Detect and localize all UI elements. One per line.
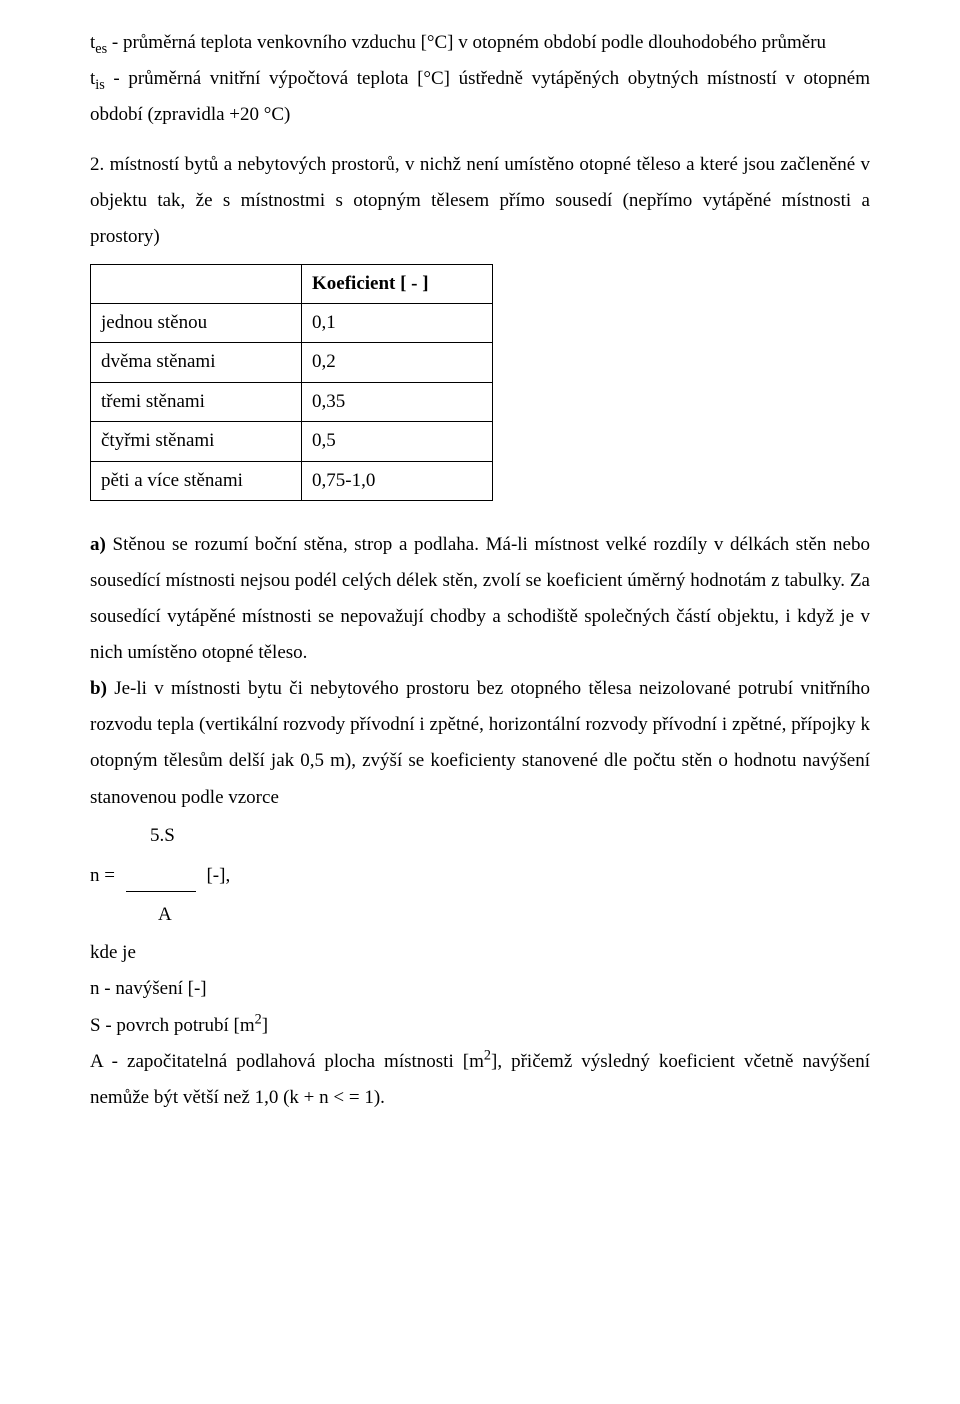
row-value: 0,35 (302, 382, 493, 421)
row-value: 0,2 (302, 343, 493, 382)
formula-lhs: n = (90, 865, 115, 886)
where-S-post: ] (262, 1015, 268, 1036)
row-label: pěti a více stěnami (91, 461, 302, 500)
note-b-lead: b) (90, 678, 107, 699)
formula-block: 5.S n = [-], A (90, 816, 870, 936)
where-n: n - navýšení [-] (90, 971, 870, 1007)
fraction-bar (126, 891, 196, 892)
row-label: jednou stěnou (91, 303, 302, 342)
tis-subscript: is (95, 77, 105, 93)
formula-mid-line: n = [-], (90, 856, 870, 896)
table-row: dvěma stěnami 0,2 (91, 343, 493, 382)
tis-text: - průměrná vnitřní výpočtová teplota [°C… (90, 68, 870, 125)
where-A: A - započitatelná podlahová plocha místn… (90, 1044, 870, 1116)
table-row: jednou stěnou 0,1 (91, 303, 493, 342)
row-label: třemi stěnami (91, 382, 302, 421)
formula-numerator-line: 5.S (140, 816, 870, 856)
formula-denominator-line: A (140, 895, 870, 935)
note-a-lead: a) (90, 534, 106, 555)
header-coefficient: Koeficient [ - ] (302, 264, 493, 303)
tes-text: - průměrná teplota venkovního vzduchu [°… (107, 32, 826, 53)
formula-numerator: 5.S (150, 825, 175, 846)
definition-tis: tis - průměrná vnitřní výpočtová teplota… (90, 61, 870, 133)
table-row: čtyřmi stěnami 0,5 (91, 422, 493, 461)
where-A-pre: A - započitatelná podlahová plocha místn… (90, 1051, 484, 1072)
row-value: 0,1 (302, 303, 493, 342)
where-S: S - povrch potrubí [m2] (90, 1008, 870, 1044)
note-a: a) Stěnou se rozumí boční stěna, strop a… (90, 527, 870, 671)
row-value: 0,5 (302, 422, 493, 461)
where-label: kde je (90, 935, 870, 971)
coefficient-table: Koeficient [ - ] jednou stěnou 0,1 dvěma… (90, 264, 493, 501)
header-empty (91, 264, 302, 303)
note-b: b) Je-li v místnosti bytu či nebytového … (90, 671, 870, 815)
note-a-text: Stěnou se rozumí boční stěna, strop a po… (90, 534, 870, 663)
where-S-pre: S - povrch potrubí [m (90, 1015, 255, 1036)
para-2-intro: 2. místností bytů a nebytových prostorů,… (90, 147, 870, 255)
row-label: čtyřmi stěnami (91, 422, 302, 461)
table-header-row: Koeficient [ - ] (91, 264, 493, 303)
table-row: třemi stěnami 0,35 (91, 382, 493, 421)
note-b-text: Je-li v místnosti bytu či nebytového pro… (90, 678, 870, 807)
row-label: dvěma stěnami (91, 343, 302, 382)
formula-denominator: A (158, 904, 172, 925)
where-S-sup: 2 (255, 1011, 262, 1027)
formula-unit: [-], (206, 865, 230, 886)
definition-tes: tes - průměrná teplota venkovního vzduch… (90, 25, 870, 61)
where-A-sup: 2 (484, 1047, 491, 1063)
row-value: 0,75-1,0 (302, 461, 493, 500)
tes-subscript: es (95, 41, 107, 57)
table-row: pěti a více stěnami 0,75-1,0 (91, 461, 493, 500)
